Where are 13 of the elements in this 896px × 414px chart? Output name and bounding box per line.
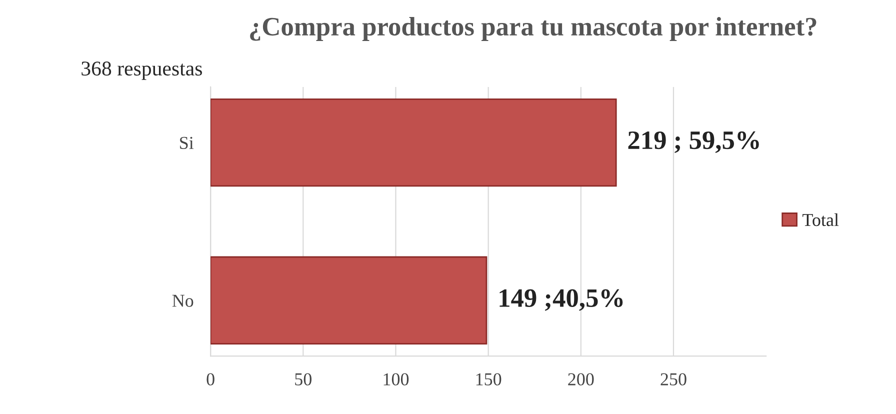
x-tick-label: 150 [476, 373, 502, 386]
y-tick-label: No [172, 294, 194, 307]
text: 368 respuestas [82, 62, 202, 80]
x-tick-label: 0 [206, 373, 214, 386]
x-tick-label: 200 [568, 373, 594, 386]
x-tick-label: 250 [660, 373, 686, 386]
x-tick-label: 100 [384, 373, 409, 386]
y-tick-label: Si [180, 136, 194, 150]
data-label: 219 ; 59,5% [628, 131, 759, 154]
chart-title: ¿Compra productos para tu mascota por internet? [250, 17, 816, 41]
legend-label: Total [802, 213, 839, 226]
data-label: 149 ;40,5% [500, 289, 623, 311]
x-tick-label: 50 [295, 373, 312, 386]
